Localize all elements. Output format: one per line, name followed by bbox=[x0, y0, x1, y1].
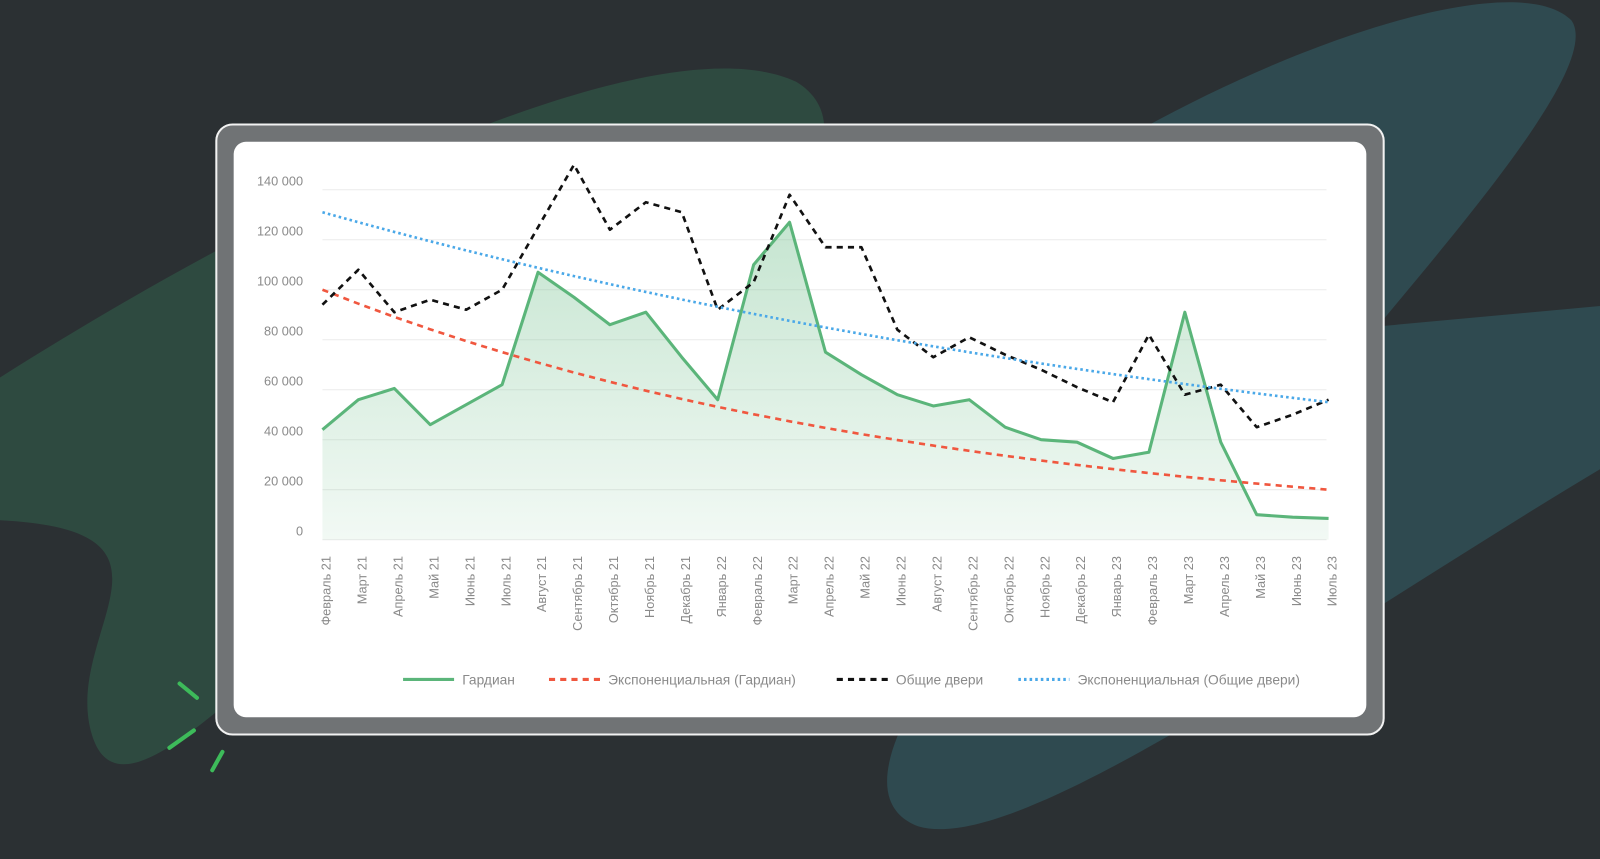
x-tick-label: Декабрь 22 bbox=[1073, 556, 1088, 623]
x-tick-label: Февраль 23 bbox=[1145, 556, 1160, 626]
y-tick-label: 80 000 bbox=[264, 324, 303, 339]
x-tick-label: Май 22 bbox=[858, 556, 873, 599]
x-tick-label: Июнь 23 bbox=[1289, 556, 1304, 606]
legend-label: Гардиан bbox=[462, 673, 515, 688]
y-tick-label: 140 000 bbox=[257, 174, 303, 189]
x-tick-label: Декабрь 21 bbox=[678, 556, 693, 623]
legend-label: Экспоненциальная (Общие двери) bbox=[1078, 673, 1300, 688]
sparkle bbox=[167, 681, 225, 773]
y-tick-label: 0 bbox=[296, 524, 303, 539]
series-line bbox=[321, 163, 1330, 429]
x-tick-label: Январь 23 bbox=[1109, 556, 1124, 617]
x-tick-label: Июнь 22 bbox=[894, 556, 909, 606]
x-tick-label: Август 22 bbox=[929, 556, 944, 612]
y-tick-label: 20 000 bbox=[264, 474, 303, 489]
x-tick-label: Февраль 21 bbox=[319, 556, 334, 626]
x-tick-label: Июль 23 bbox=[1325, 556, 1340, 606]
area bbox=[322, 222, 1329, 540]
legend-label: Общие двери bbox=[896, 673, 983, 688]
x-tick-label: Ноябрь 22 bbox=[1037, 556, 1052, 618]
x-tick-label: Сентябрь 22 bbox=[965, 556, 980, 631]
x-tick-label: Октябрь 21 bbox=[606, 556, 621, 623]
x-tick-label: Апрель 21 bbox=[390, 556, 405, 617]
plot: 0 20 000 40 000 60 000 80 000 100 000 120 000 1… bbox=[257, 163, 1340, 688]
y-tick-label: 100 000 bbox=[257, 274, 303, 289]
y-tick-label: 60 000 bbox=[264, 374, 303, 389]
x-tick-label: Июнь 21 bbox=[462, 556, 477, 606]
x-tick-label: Ноябрь 21 bbox=[642, 556, 657, 618]
x-tick-label: Май 23 bbox=[1253, 556, 1268, 599]
y-tick-label: 40 000 bbox=[264, 424, 303, 439]
x-tick-label: Июль 21 bbox=[498, 556, 513, 606]
x-tick-label: Январь 22 bbox=[714, 556, 729, 617]
x-tick-label: Март 22 bbox=[786, 556, 801, 604]
x-tick-label: Февраль 22 bbox=[750, 556, 765, 626]
y-tick-label: 120 000 bbox=[257, 224, 303, 239]
x-tick-label: Сентябрь 21 bbox=[570, 556, 585, 631]
x-tick-label: Март 21 bbox=[355, 556, 370, 604]
x-tick-label: Май 21 bbox=[426, 556, 441, 599]
x-tick-label: Март 23 bbox=[1181, 556, 1196, 604]
legend-label: Экспоненциальная (Гардиан) bbox=[608, 673, 796, 688]
x-tick-label: Апрель 23 bbox=[1217, 556, 1232, 617]
x-tick-label: Апрель 22 bbox=[822, 556, 837, 617]
x-tick-label: Октябрь 22 bbox=[1001, 556, 1016, 623]
series-line bbox=[321, 220, 1329, 520]
x-tick-label: Август 21 bbox=[534, 556, 549, 612]
